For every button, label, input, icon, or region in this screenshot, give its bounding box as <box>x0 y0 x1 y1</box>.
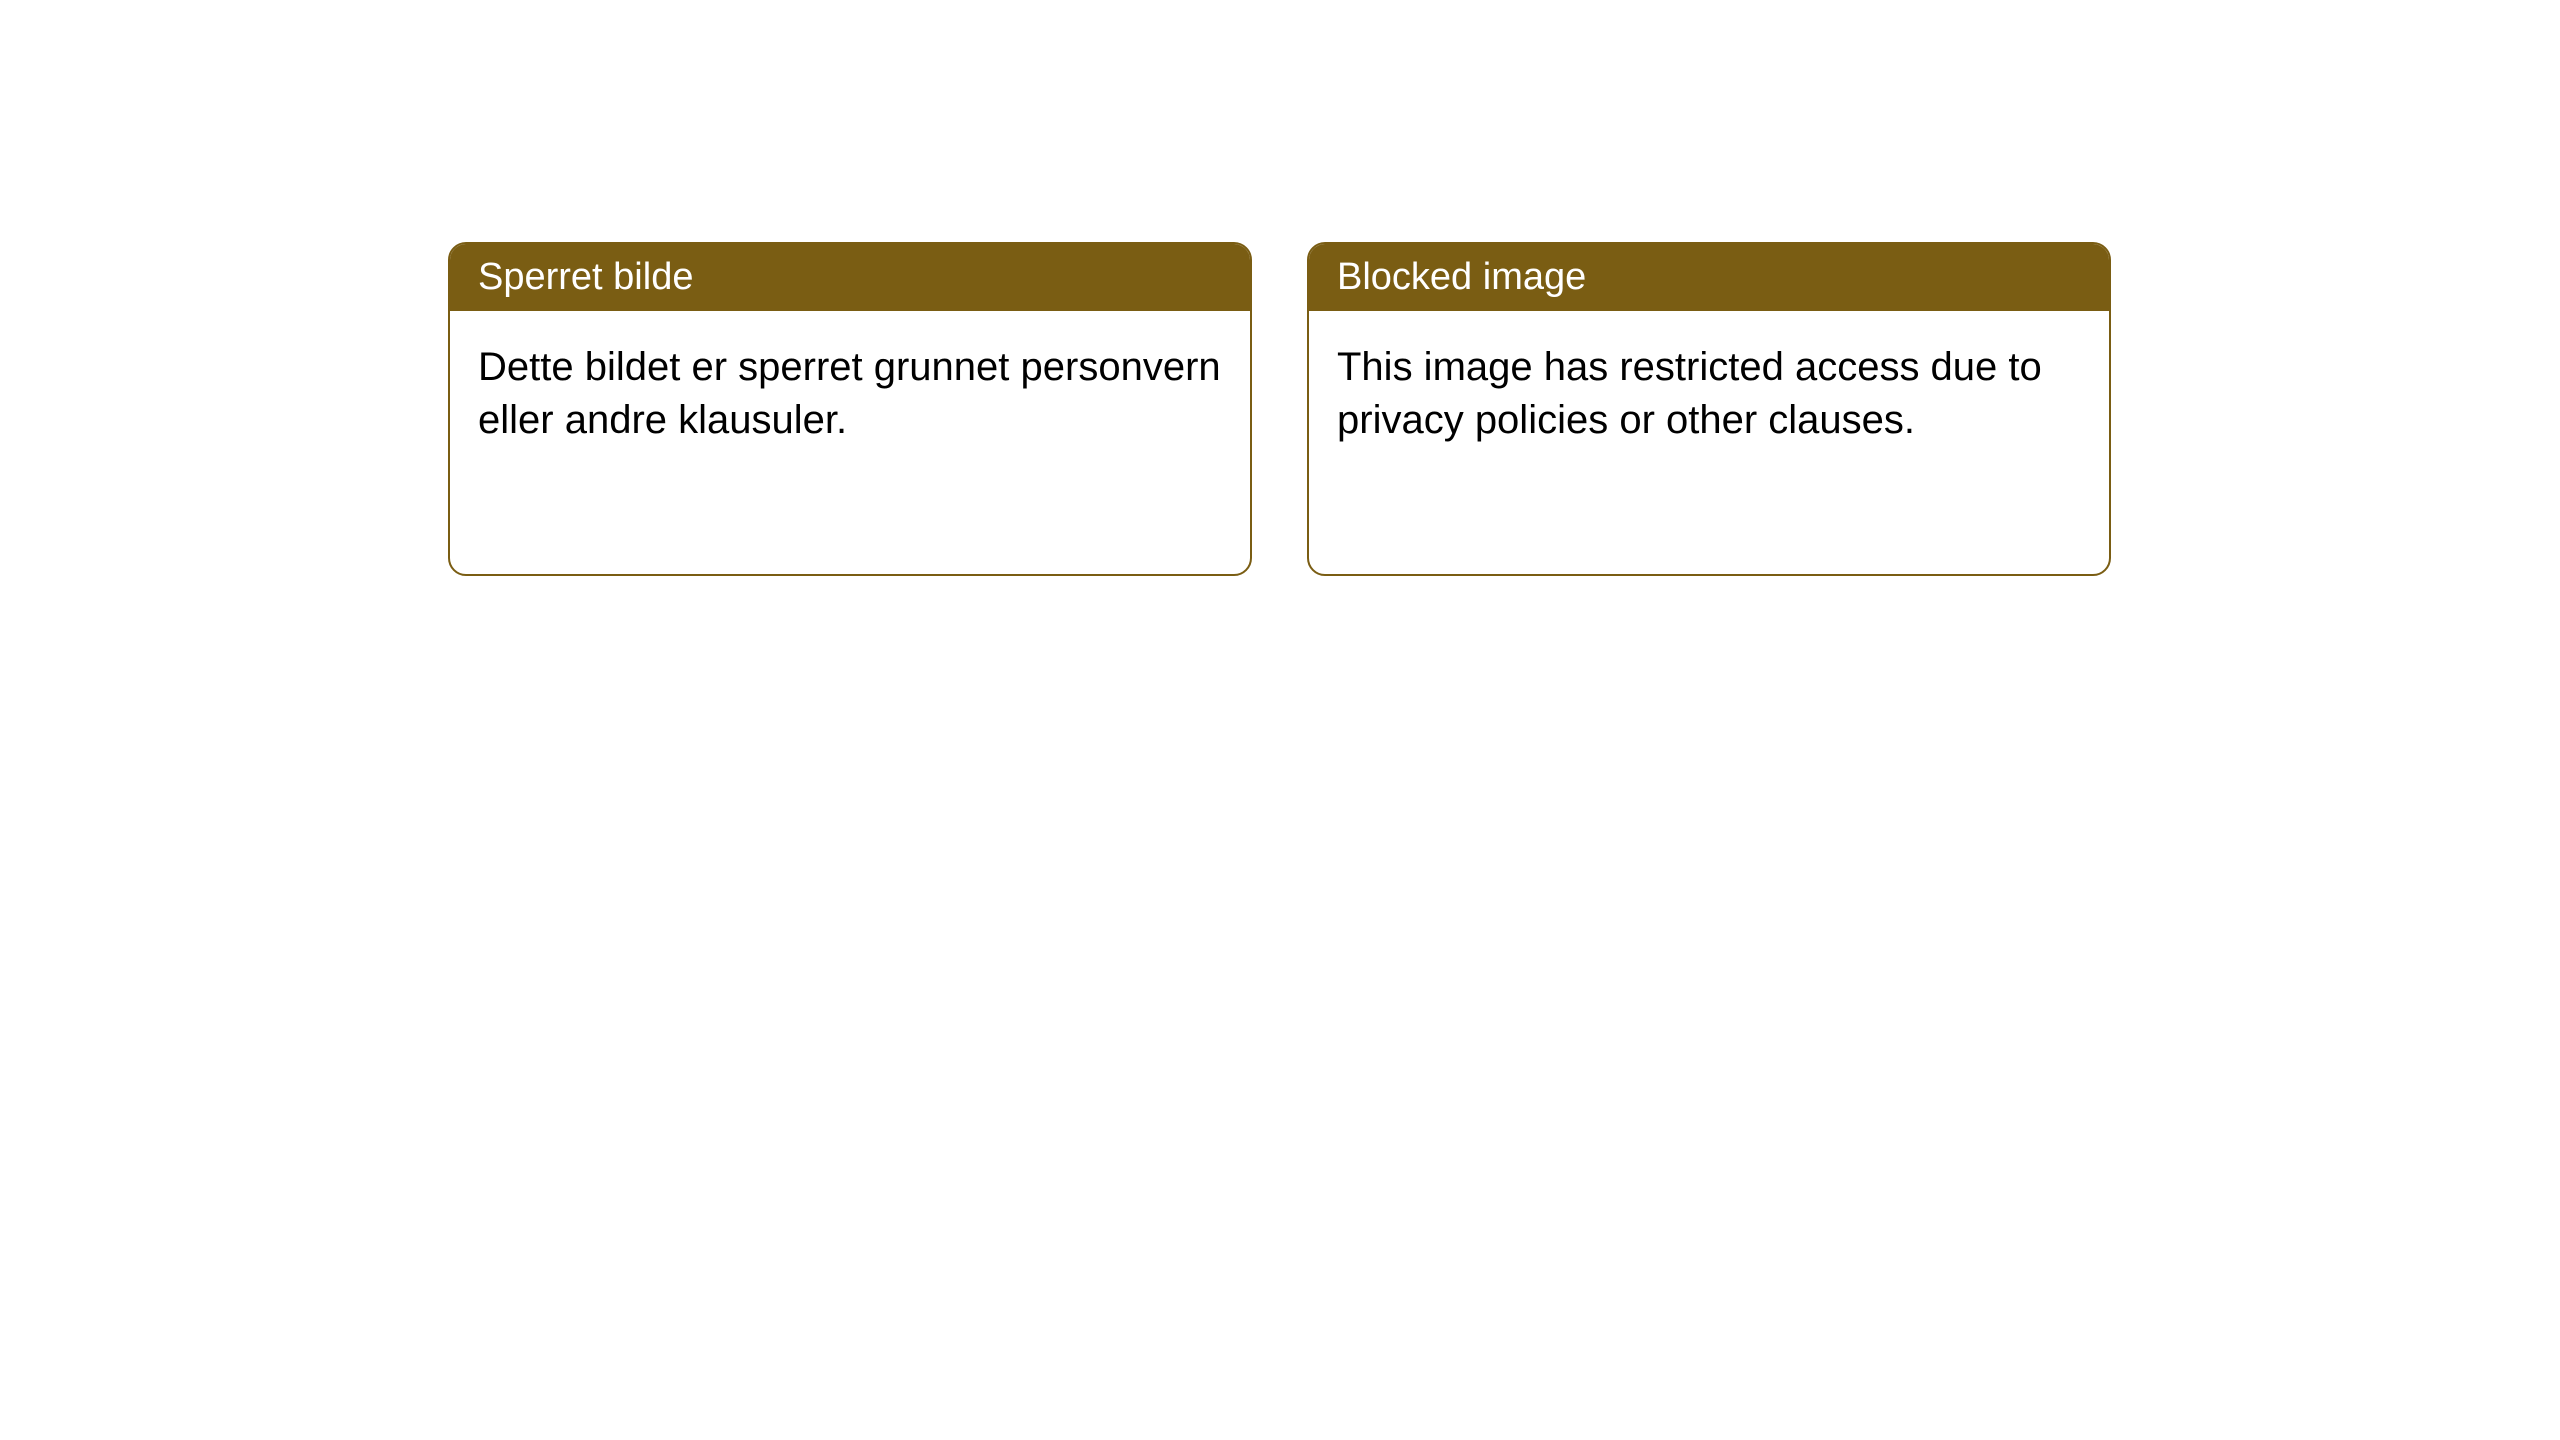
notice-container: Sperret bilde Dette bildet er sperret gr… <box>448 242 2111 576</box>
notice-body: This image has restricted access due to … <box>1309 311 2109 477</box>
notice-body: Dette bildet er sperret grunnet personve… <box>450 311 1250 477</box>
notice-header: Sperret bilde <box>450 244 1250 311</box>
notice-card-english: Blocked image This image has restricted … <box>1307 242 2111 576</box>
notice-header: Blocked image <box>1309 244 2109 311</box>
notice-card-norwegian: Sperret bilde Dette bildet er sperret gr… <box>448 242 1252 576</box>
